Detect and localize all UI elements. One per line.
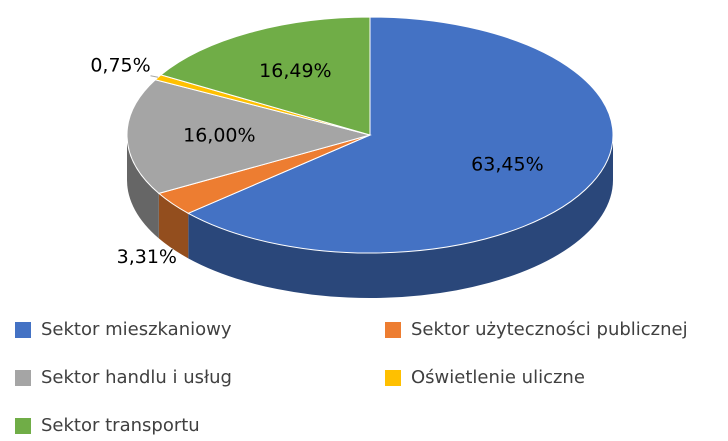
data-label: 16,49% (259, 60, 331, 82)
legend-swatch (385, 322, 401, 338)
legend-swatch (15, 370, 31, 386)
legend-swatch (15, 322, 31, 338)
legend-label: Sektor użyteczności publicznej (411, 319, 688, 340)
data-label: 16,00% (183, 125, 255, 147)
legend-label: Sektor mieszkaniowy (41, 319, 232, 340)
slice (187, 16, 614, 254)
legend-swatch (385, 370, 401, 386)
slice (126, 79, 372, 194)
leader-line (150, 75, 159, 78)
slice-side (188, 135, 613, 299)
data-label: 0,75% (90, 54, 150, 76)
legend-swatch (15, 418, 31, 434)
data-label: 3,31% (117, 246, 177, 268)
legend-label: Oświetlenie uliczne (411, 367, 585, 388)
legend-label: Sektor transportu (41, 415, 200, 436)
legend-label: Sektor handlu i usług (41, 367, 232, 388)
slice (159, 16, 371, 136)
slice-side (127, 135, 159, 239)
data-label: 63,45% (471, 154, 543, 176)
